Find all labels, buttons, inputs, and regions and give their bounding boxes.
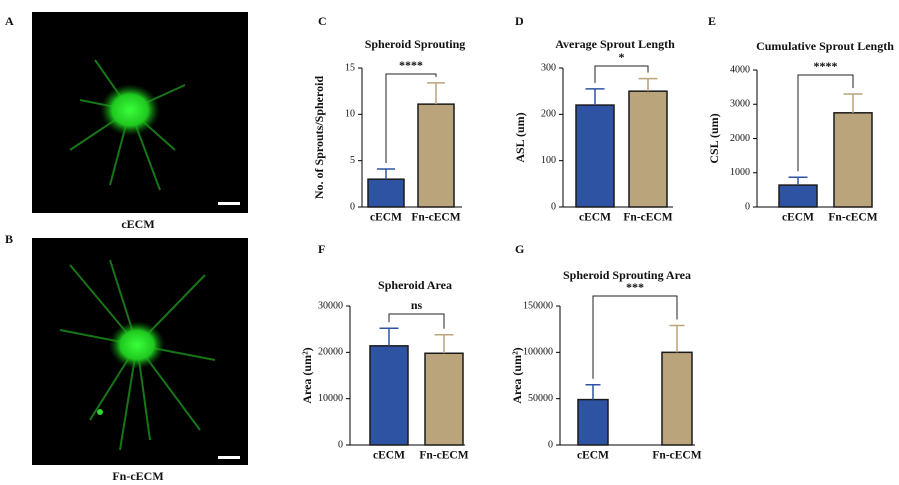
y-tick-label: 10000 xyxy=(318,393,343,404)
y-axis-label: No. of Sprouts/Spheroid xyxy=(312,76,326,200)
bar xyxy=(424,352,464,446)
error-bar xyxy=(843,93,863,113)
significance-bracket xyxy=(385,73,437,164)
panel-label: F xyxy=(318,242,325,256)
bar xyxy=(577,398,609,446)
error-bar xyxy=(669,324,685,353)
panel-label: G xyxy=(515,242,524,256)
error-bar xyxy=(377,168,395,180)
y-tick-label: 15 xyxy=(345,62,355,73)
chart-title: Spheroid Sprouting Area xyxy=(563,268,691,282)
x-tick-label: Fn-cECM xyxy=(623,212,672,224)
significance-bracket xyxy=(592,295,678,379)
bar xyxy=(367,178,405,208)
x-tick-label: Fn-cECM xyxy=(419,450,468,462)
chart-title: Cumulative Sprout Length xyxy=(756,39,894,53)
y-tick-label: 0 xyxy=(548,439,553,450)
significance-label: ns xyxy=(411,298,423,312)
error-bar xyxy=(788,176,808,186)
significance-bracket xyxy=(797,74,854,172)
chart-title: Spheroid Area xyxy=(378,278,452,292)
y-tick-label: 100000 xyxy=(523,347,553,358)
error-bar xyxy=(638,77,658,92)
panel-label: B xyxy=(5,232,13,246)
y-tick-label: 200 xyxy=(541,109,556,120)
error-bar xyxy=(379,327,399,346)
bar xyxy=(369,345,409,446)
error-bar xyxy=(427,82,445,105)
significance-label: **** xyxy=(399,58,423,72)
chart-title: Spheroid Sprouting xyxy=(365,37,466,51)
error-bar xyxy=(585,88,605,106)
x-tick-label: cECM xyxy=(577,450,609,462)
bar xyxy=(628,90,668,208)
y-tick-label: 2000 xyxy=(730,133,750,144)
x-tick-label: cECM xyxy=(373,450,405,462)
bar xyxy=(661,351,693,446)
x-tick-label: cECM xyxy=(579,212,611,224)
y-tick-label: 3000 xyxy=(730,99,750,110)
significance-bracket xyxy=(388,313,445,329)
panel-label: D xyxy=(515,14,524,28)
bar xyxy=(833,112,873,208)
y-tick-label: 5 xyxy=(350,155,355,166)
significance-label: *** xyxy=(626,280,644,294)
x-tick-label: cECM xyxy=(370,212,402,224)
y-tick-label: 150000 xyxy=(523,300,553,311)
panel-label: C xyxy=(318,14,327,28)
panel-label: A xyxy=(5,14,14,28)
x-tick-label: cECM xyxy=(782,212,814,224)
significance-label: **** xyxy=(814,59,838,73)
image-caption: cECM xyxy=(121,217,154,231)
y-tick-label: 0 xyxy=(551,201,556,212)
y-tick-label: 50000 xyxy=(528,393,553,404)
y-tick-label: 100 xyxy=(541,155,556,166)
x-tick-label: Fn-cECM xyxy=(652,450,701,462)
y-tick-label: 0 xyxy=(745,201,750,212)
y-tick-label: 300 xyxy=(541,62,556,73)
y-tick-label: 0 xyxy=(338,439,343,450)
y-tick-label: 20000 xyxy=(318,347,343,358)
y-tick-label: 4000 xyxy=(730,64,750,75)
error-bar xyxy=(585,384,601,400)
micrograph xyxy=(32,238,248,465)
y-axis-label: ASL (um) xyxy=(513,112,527,162)
significance-bracket xyxy=(594,65,649,83)
y-axis-label: Area (um²) xyxy=(510,347,524,403)
y-axis-label: CSL (um) xyxy=(707,113,721,163)
bar xyxy=(575,104,615,208)
error-bar xyxy=(434,333,454,354)
x-tick-label: Fn-cECM xyxy=(411,212,460,224)
bar xyxy=(417,103,455,208)
y-axis-label: Area (um²) xyxy=(300,347,314,403)
y-tick-label: 30000 xyxy=(318,300,343,311)
panel-label: E xyxy=(708,14,716,28)
bar xyxy=(778,184,818,208)
micrograph xyxy=(32,12,248,213)
y-tick-label: 10 xyxy=(345,109,355,120)
x-tick-label: Fn-cECM xyxy=(828,212,877,224)
chart-title: Average Sprout Length xyxy=(555,37,675,51)
significance-label: * xyxy=(619,50,625,64)
y-tick-label: 0 xyxy=(350,201,355,212)
image-caption: Fn-cECM xyxy=(112,469,163,483)
y-tick-label: 1000 xyxy=(730,167,750,178)
